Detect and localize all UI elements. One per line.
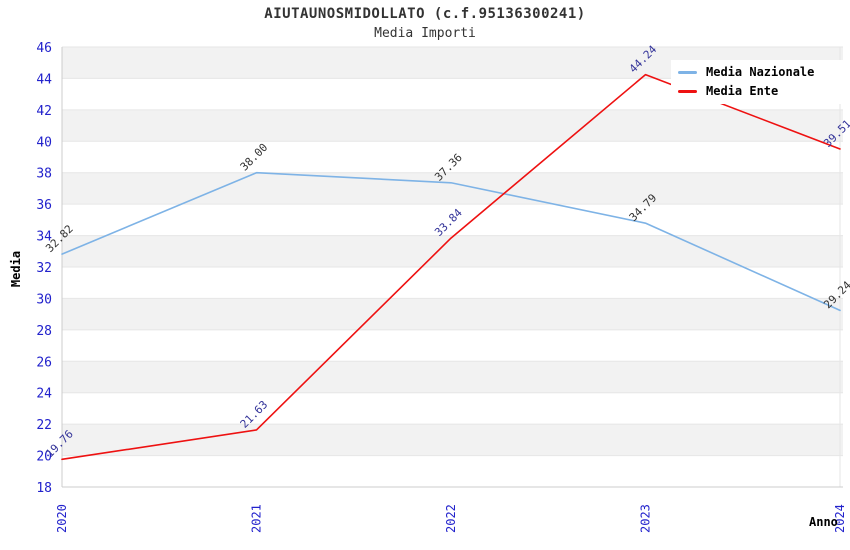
y-tick-label: 46 [36, 41, 52, 56]
series-line-media-nazionale [61, 171, 841, 312]
data-label: 33.84 [432, 206, 465, 239]
legend-item-media-ente[interactable]: Media Ente [678, 84, 843, 98]
legend-label-media-ente: Media Ente [706, 84, 779, 98]
legend-item-media-nazionale[interactable]: Media Nazionale [678, 65, 843, 79]
y-tick-label: 38 [36, 167, 52, 182]
x-tick-label: 2021 [250, 504, 264, 533]
legend: Media Nazionale Media Ente [671, 60, 849, 104]
y-tick-label: 32 [36, 261, 52, 276]
legend-label-media-nazionale: Media Nazionale [706, 65, 815, 79]
y-tick-label: 36 [36, 198, 52, 213]
x-tick-label: 2024 [833, 504, 847, 533]
plot-band [62, 235, 843, 267]
y-tick-label: 34 [36, 230, 52, 245]
plot-band [62, 361, 843, 393]
y-tick-label: 30 [36, 292, 52, 307]
y-tick-label: 40 [36, 135, 52, 150]
y-tick-label: 18 [36, 481, 52, 496]
x-tick-label: 2023 [639, 504, 653, 533]
y-tick-label: 42 [36, 104, 52, 119]
legend-line-swatch-blue [678, 70, 697, 74]
y-tick-label: 24 [36, 387, 52, 402]
chart-title: AIUTAUNOSMIDOLLATO (c.f.95136300241) [264, 6, 586, 22]
y-tick-label: 44 [36, 72, 52, 87]
y-tick-label: 20 [36, 450, 52, 465]
plot-band [62, 298, 843, 330]
chart-subtitle: Media Importi [374, 26, 476, 41]
plot-band [62, 424, 843, 456]
plot-band [62, 172, 843, 205]
plot-band [62, 109, 843, 142]
y-tick-label: 26 [36, 355, 52, 370]
data-label: 38.00 [238, 141, 271, 174]
y-tick-label: 22 [36, 418, 52, 433]
legend-line-swatch-red [678, 89, 697, 93]
x-tick-label: 2020 [55, 504, 69, 533]
x-axis-title: Anno [809, 515, 838, 529]
y-tick-label: 28 [36, 324, 52, 339]
x-tick-label: 2022 [444, 504, 458, 533]
